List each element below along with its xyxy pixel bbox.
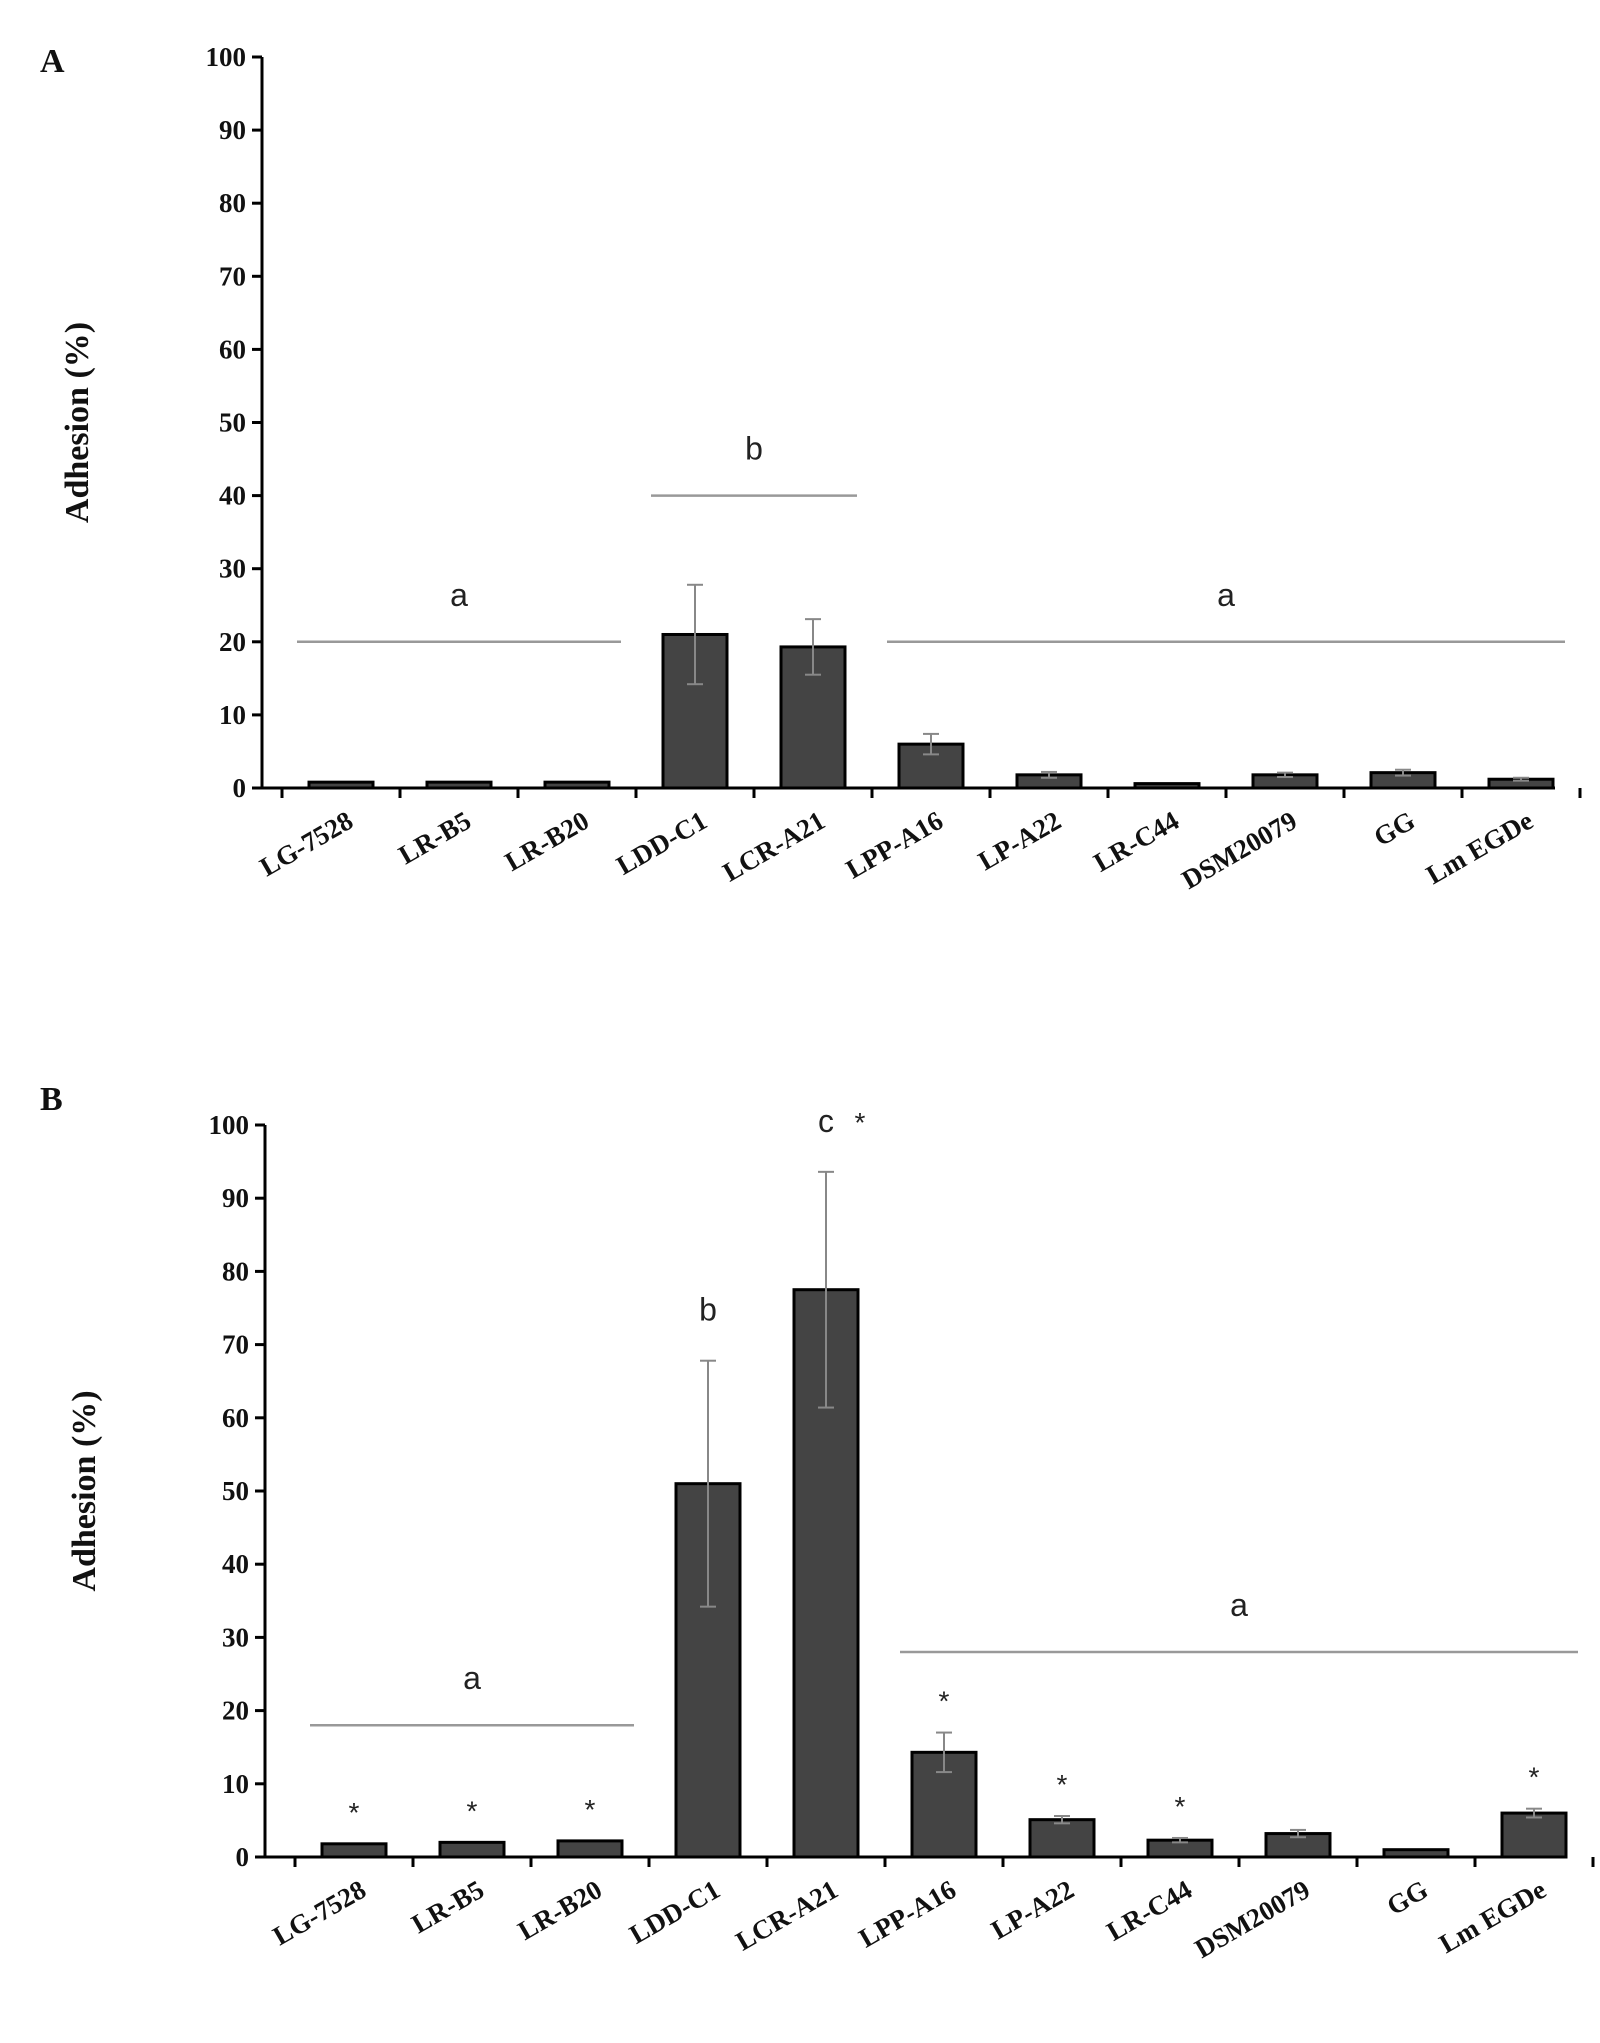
x-tick-label: GG xyxy=(1369,805,1420,852)
significance-star: * xyxy=(585,1794,596,1825)
y-tick-label: 100 xyxy=(209,1110,250,1140)
y-tick-label: 10 xyxy=(219,700,246,730)
y-tick-label: 100 xyxy=(206,42,247,72)
panel-b-chart: B Adhesion (%) 0 10 20 30 40 50 60 70 80 90 100 LG-75… xyxy=(40,1081,1595,1964)
y-tick-label: 20 xyxy=(219,627,246,657)
group-letter: a xyxy=(463,1660,481,1696)
y-tick-label: 10 xyxy=(222,1769,249,1799)
y-tick-label: 40 xyxy=(222,1549,249,1579)
bar xyxy=(425,780,493,790)
x-tick-label: LR-C44 xyxy=(1088,805,1184,877)
y-tick-label: 70 xyxy=(222,1330,249,1360)
x-tick-label: LPP-A16 xyxy=(841,805,948,884)
significance-star: * xyxy=(939,1686,950,1717)
bar xyxy=(307,780,375,790)
group-letter: b xyxy=(699,1292,717,1328)
significance-star: * xyxy=(1175,1791,1186,1822)
y-tick-label: 80 xyxy=(219,188,246,218)
x-tick-label: LP-A22 xyxy=(986,1874,1079,1945)
bar xyxy=(1500,1811,1568,1859)
x-tick-label: LG-7528 xyxy=(255,805,358,882)
bar xyxy=(543,780,611,790)
x-tick-label: LR-B20 xyxy=(500,805,594,877)
y-tick-label: 70 xyxy=(219,261,246,291)
bar xyxy=(1133,782,1201,790)
significance-star: * xyxy=(349,1797,360,1828)
y-tick-label: 30 xyxy=(219,554,246,584)
x-tick-label: LPP-A16 xyxy=(854,1874,961,1953)
bar xyxy=(320,1842,388,1859)
x-tick-label: GG xyxy=(1382,1874,1433,1921)
y-tick-label: 90 xyxy=(222,1183,249,1213)
bar xyxy=(438,1840,506,1859)
group-letter: b xyxy=(745,431,763,467)
y-tick-label: 80 xyxy=(222,1256,249,1286)
x-tick-label: LR-B20 xyxy=(513,1874,607,1946)
y-tick-label: 50 xyxy=(222,1476,249,1506)
x-tick-label: LDD-C1 xyxy=(624,1874,725,1949)
x-tick-label: LR-C44 xyxy=(1101,1874,1197,1946)
significance-star: * xyxy=(1057,1769,1068,1800)
x-tick-label: LR-B5 xyxy=(393,805,476,870)
group-letter: a xyxy=(1217,577,1235,613)
significance-star: * xyxy=(1529,1762,1540,1793)
x-tick-label: LDD-C1 xyxy=(611,805,712,880)
y-tick-label: 50 xyxy=(219,408,246,438)
panel-a-chart: A Adhesion (%) 0 10 20 30 40 50 60 70 80 90 100 LG-75… xyxy=(40,42,1582,895)
panel-letter: B xyxy=(40,1081,63,1118)
significance-star: * xyxy=(855,1107,866,1138)
y-axis-label: Adhesion (%) xyxy=(66,1390,103,1591)
x-tick-label: LCR-A21 xyxy=(731,1874,843,1956)
y-tick-label: 30 xyxy=(222,1622,249,1652)
bar xyxy=(1028,1818,1096,1859)
group-letter: c xyxy=(818,1103,834,1139)
x-tick-label: LR-B5 xyxy=(406,1874,489,1939)
significance-star: * xyxy=(467,1795,478,1826)
y-tick-label: 0 xyxy=(236,1842,250,1872)
x-tick-label: DSM20079 xyxy=(1177,805,1302,895)
y-tick-label: 90 xyxy=(219,115,246,145)
x-tick-label: DSM20079 xyxy=(1190,1874,1315,1964)
y-tick-label: 40 xyxy=(219,481,246,511)
x-tick-label: Lm EGDe xyxy=(1434,1874,1551,1959)
y-tick-label: 60 xyxy=(222,1403,249,1433)
y-tick-label: 20 xyxy=(222,1696,249,1726)
y-tick-label: 60 xyxy=(219,334,246,364)
y-tick-label: 0 xyxy=(233,773,247,803)
bar xyxy=(556,1839,624,1859)
group-letter: a xyxy=(450,577,468,613)
x-tick-label: LP-A22 xyxy=(973,805,1066,876)
group-letter: a xyxy=(1230,1587,1248,1623)
x-tick-label: LG-7528 xyxy=(268,1874,371,1951)
bar xyxy=(1382,1848,1450,1859)
y-axis-label: Adhesion (%) xyxy=(59,322,96,523)
x-tick-label: Lm EGDe xyxy=(1421,805,1538,890)
panel-letter: A xyxy=(40,43,65,80)
x-tick-label: LCR-A21 xyxy=(718,805,830,887)
